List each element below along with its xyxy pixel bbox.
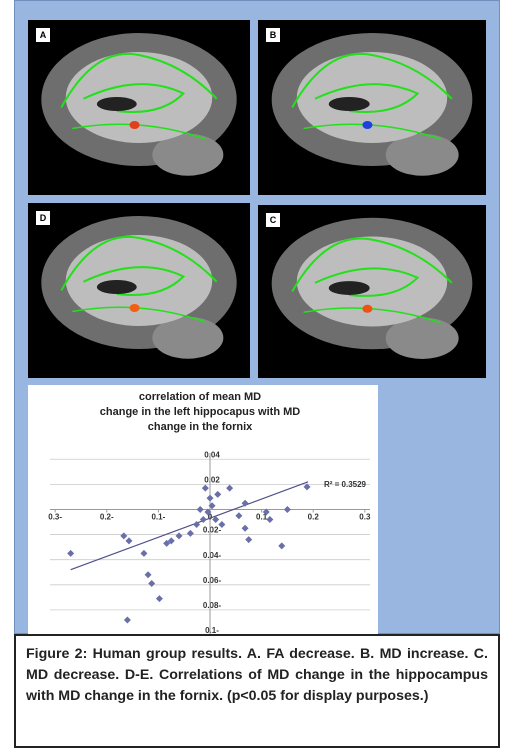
caption: Figure 2: Human group results. A. FA dec… bbox=[14, 634, 500, 748]
y-tick-label: 0.06- bbox=[203, 576, 222, 585]
brain-panel: A bbox=[28, 20, 250, 195]
ventricle bbox=[97, 280, 137, 294]
y-tick-label: 0.04- bbox=[203, 551, 222, 560]
brain-panel: C bbox=[258, 205, 486, 378]
brain-panel: D bbox=[28, 203, 250, 378]
ventricle bbox=[97, 97, 137, 111]
brain-image bbox=[258, 205, 486, 378]
brain-image bbox=[258, 20, 486, 195]
highlight bbox=[362, 305, 372, 313]
scatter-chart: correlation of mean MD change in the left… bbox=[28, 385, 378, 635]
brain-image bbox=[28, 20, 250, 195]
y-tick-label: 0.04 bbox=[204, 450, 220, 459]
panel-label: D bbox=[36, 211, 50, 225]
highlight bbox=[130, 121, 140, 129]
r-squared: R² = 0.3529 bbox=[324, 480, 367, 489]
ventricle bbox=[329, 97, 370, 111]
y-tick-label: 0.02- bbox=[203, 526, 222, 535]
highlight bbox=[362, 121, 372, 129]
panel-label: A bbox=[36, 28, 50, 42]
ventricle bbox=[329, 281, 370, 295]
x-tick-label: 0.2 bbox=[308, 513, 320, 522]
panel-label: C bbox=[266, 213, 280, 227]
figure: A B D C correlation of mean MD change in … bbox=[0, 0, 507, 751]
chart-title: change in the left hippocapus with MD bbox=[100, 406, 301, 418]
x-tick-label: 0.3- bbox=[48, 513, 62, 522]
x-tick-label: 0.3 bbox=[359, 513, 371, 522]
panel-label: B bbox=[266, 28, 280, 42]
highlight bbox=[130, 304, 140, 312]
x-tick-label: 0.1- bbox=[151, 513, 165, 522]
brain-panel: B bbox=[258, 20, 486, 195]
y-tick-label: 0.02 bbox=[204, 475, 220, 484]
brain-image bbox=[28, 203, 250, 378]
x-tick-label: 0.2- bbox=[100, 513, 114, 522]
chart-title: change in the fornix bbox=[148, 421, 253, 433]
y-tick-label: 0.08- bbox=[203, 601, 222, 610]
chart-title: correlation of mean MD bbox=[139, 391, 261, 403]
